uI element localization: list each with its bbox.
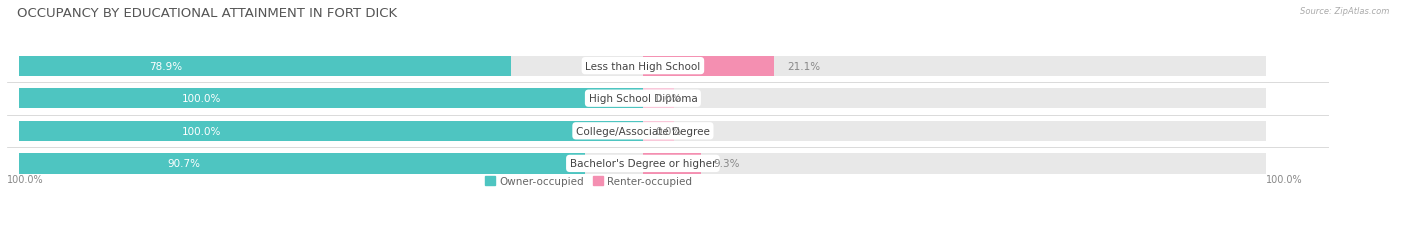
Text: 78.9%: 78.9% [149,61,181,71]
Bar [20,89,1267,109]
Text: 100.0%: 100.0% [181,94,221,104]
Legend: Owner-occupied, Renter-occupied: Owner-occupied, Renter-occupied [481,173,696,191]
Bar [643,154,700,174]
Text: Source: ZipAtlas.com: Source: ZipAtlas.com [1299,7,1389,16]
Text: 9.3%: 9.3% [713,159,740,169]
Text: 90.7%: 90.7% [167,159,200,169]
Bar [20,121,643,141]
Text: 0.0%: 0.0% [655,126,682,136]
Text: 100.0%: 100.0% [1267,174,1303,184]
Text: College/Associate Degree: College/Associate Degree [576,126,710,136]
Bar [643,56,775,76]
Bar [20,121,1267,141]
Text: 21.1%: 21.1% [787,61,820,71]
Bar [20,89,643,109]
Bar [20,56,512,76]
Text: Less than High School: Less than High School [585,61,700,71]
Text: 100.0%: 100.0% [181,126,221,136]
Bar [643,89,673,109]
Bar [643,121,673,141]
Text: 0.0%: 0.0% [655,94,682,104]
Text: OCCUPANCY BY EDUCATIONAL ATTAINMENT IN FORT DICK: OCCUPANCY BY EDUCATIONAL ATTAINMENT IN F… [17,7,396,20]
Bar [20,154,585,174]
Bar [20,56,1267,76]
Text: Bachelor's Degree or higher: Bachelor's Degree or higher [569,159,716,169]
Bar [20,154,1267,174]
Text: 100.0%: 100.0% [7,174,44,184]
Text: High School Diploma: High School Diploma [589,94,697,104]
